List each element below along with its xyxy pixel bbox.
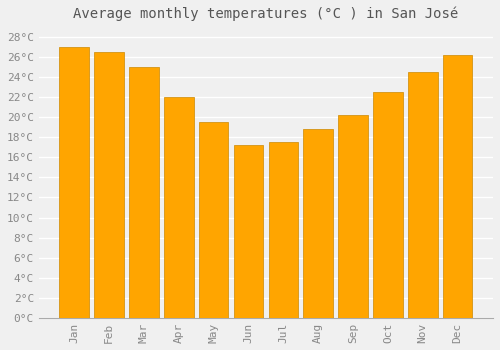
Bar [94, 52, 124, 318]
Bar [199, 122, 228, 318]
Bar [60, 47, 89, 318]
Bar [129, 67, 159, 318]
Bar [338, 115, 368, 318]
Bar [373, 92, 402, 318]
Bar [408, 72, 438, 318]
Bar [234, 145, 264, 318]
Title: Average monthly temperatures (°C ) in San José: Average monthly temperatures (°C ) in Sa… [74, 7, 458, 21]
Bar [268, 142, 298, 318]
Bar [304, 129, 333, 318]
Bar [443, 55, 472, 318]
Bar [164, 97, 194, 318]
